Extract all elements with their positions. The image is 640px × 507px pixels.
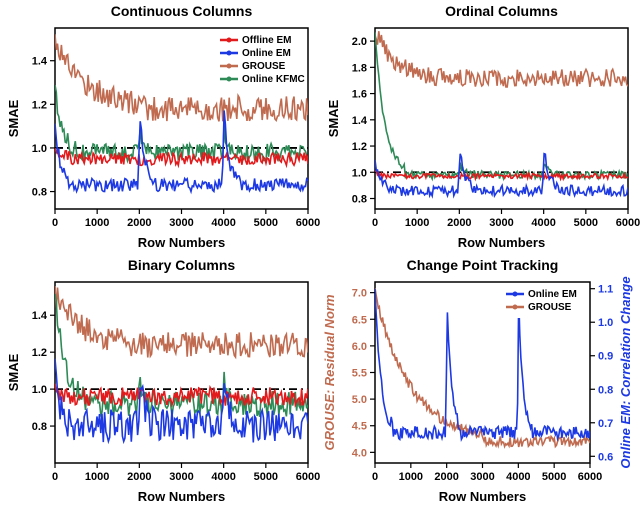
ytick-label-right: 0.6 xyxy=(598,451,613,463)
panel-title: Continuous Columns xyxy=(111,3,253,19)
ytick-label: 1.6 xyxy=(352,89,367,101)
xtick-label: 4000 xyxy=(531,217,555,229)
ylabel: SMAE xyxy=(6,353,21,391)
ylabel-left: GROUSE: Residual Norm xyxy=(322,294,337,450)
xtick-label: 0 xyxy=(372,471,378,483)
legend-label: GROUSE xyxy=(242,61,286,72)
panel-title: Ordinal Columns xyxy=(445,3,558,19)
xtick-label: 1000 xyxy=(405,217,429,229)
legend-label: Online EM xyxy=(242,48,291,59)
ytick-label: 5.0 xyxy=(352,394,367,406)
ytick-label: 5.5 xyxy=(352,367,367,379)
panel-binary: Binary Columns 0 1000 2000 3000 4000 5000 6000 0… xyxy=(0,254,320,507)
xlabel: Row Numbers xyxy=(138,489,225,504)
xlabel: Row Numbers xyxy=(138,235,225,250)
xtick-label: 2000 xyxy=(127,217,151,229)
ytick-label: 1.4 xyxy=(32,56,48,68)
legend-marker xyxy=(227,38,232,43)
ytick-label: 1.8 xyxy=(352,62,367,74)
ytick-label: 1.0 xyxy=(32,384,47,396)
xtick-label: 3000 xyxy=(169,471,193,483)
panel-changepoint: Change Point Tracking 0 1000 2000 3000 4000 50… xyxy=(320,254,640,507)
ytick-label: 1.0 xyxy=(352,167,367,179)
ytick-label: 1.4 xyxy=(32,310,48,322)
ytick-label: 1.2 xyxy=(32,99,47,111)
xtick-label: 3000 xyxy=(169,217,193,229)
legend-marker xyxy=(513,291,518,296)
ytick-label-right: 1.0 xyxy=(598,317,613,329)
ytick-label-right: 1.1 xyxy=(598,283,613,295)
series-online_kfmc xyxy=(55,85,308,161)
legend-marker xyxy=(513,304,518,309)
panel-title: Change Point Tracking xyxy=(407,257,559,273)
legend-label: GROUSE xyxy=(528,302,572,313)
xtick-label: 1000 xyxy=(85,471,109,483)
ylabel-right: Online EM: Correlation Change xyxy=(618,276,633,468)
ytick-label-right: 0.7 xyxy=(598,417,613,429)
ytick-label: 1.2 xyxy=(32,347,47,359)
xtick-label: 4000 xyxy=(211,471,235,483)
ytick-label: 0.8 xyxy=(32,421,47,433)
ytick-label-right: 0.9 xyxy=(598,350,613,362)
xtick-label: 3000 xyxy=(489,217,513,229)
ytick-label: 2.0 xyxy=(352,36,367,48)
legend-label: Online EM xyxy=(528,289,577,300)
ytick-label: 1.0 xyxy=(32,143,47,155)
ytick-label: 0.8 xyxy=(352,194,367,206)
series-online_kfmc xyxy=(375,32,628,178)
panel-continuous: Continuous Columns 0 1000 2000 3000 4000 5000 6… xyxy=(0,0,320,254)
ytick-label-right: 0.8 xyxy=(598,384,613,396)
ytick-label: 6.5 xyxy=(352,314,367,326)
xtick-label: 2000 xyxy=(127,471,151,483)
ytick-label: 4.5 xyxy=(352,420,367,432)
ytick-label: 4.0 xyxy=(352,447,367,459)
legend-marker xyxy=(227,51,232,56)
ylabel: SMAE xyxy=(6,99,21,137)
ytick-label: 6.0 xyxy=(352,340,367,352)
legend-marker xyxy=(227,64,232,69)
xtick-label: 2000 xyxy=(447,217,471,229)
panel-ordinal: Ordinal Columns 0 1000 2000 3000 4000 5000 6000… xyxy=(320,0,640,254)
legend-marker xyxy=(227,77,232,82)
series-grouse xyxy=(375,31,628,87)
plot-box xyxy=(375,28,628,209)
chart-grid: Continuous Columns 0 1000 2000 3000 4000 5000 6… xyxy=(0,0,640,507)
legend-label: Offline EM xyxy=(242,35,291,46)
xtick-label: 1000 xyxy=(399,471,423,483)
xtick-label: 0 xyxy=(372,217,378,229)
panel-title: Binary Columns xyxy=(128,257,236,273)
xtick-label: 5000 xyxy=(254,471,278,483)
xtick-label: 3000 xyxy=(470,471,494,483)
xlabel: Row Numbers xyxy=(439,489,526,504)
xtick-label: 5000 xyxy=(254,217,278,229)
xtick-label: 4000 xyxy=(211,217,235,229)
xtick-label: 2000 xyxy=(434,471,458,483)
ytick-label: 0.8 xyxy=(32,187,47,199)
ytick-label: 1.2 xyxy=(352,141,367,153)
legend-label: Online KFMC xyxy=(242,74,305,85)
series-grouse xyxy=(55,286,308,358)
xtick-label: 0 xyxy=(52,471,58,483)
ylabel: SMAE xyxy=(326,99,341,137)
xtick-label: 6000 xyxy=(296,217,320,229)
xtick-label: 6000 xyxy=(616,217,640,229)
xtick-label: 6000 xyxy=(296,471,320,483)
xtick-label: 0 xyxy=(52,217,58,229)
ytick-label: 1.4 xyxy=(352,115,368,127)
xlabel: Row Numbers xyxy=(458,235,545,250)
xtick-label: 5000 xyxy=(542,471,566,483)
xtick-label: 4000 xyxy=(506,471,530,483)
xtick-label: 6000 xyxy=(578,471,602,483)
xtick-label: 5000 xyxy=(574,217,598,229)
ytick-label: 7.0 xyxy=(352,287,367,299)
xtick-label: 1000 xyxy=(85,217,109,229)
